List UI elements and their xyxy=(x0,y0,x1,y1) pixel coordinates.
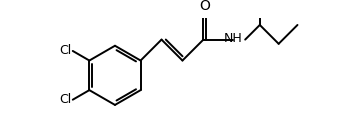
Text: Cl: Cl xyxy=(59,93,71,106)
Text: O: O xyxy=(199,0,210,14)
Text: NH: NH xyxy=(223,32,242,45)
Text: Cl: Cl xyxy=(59,44,71,57)
